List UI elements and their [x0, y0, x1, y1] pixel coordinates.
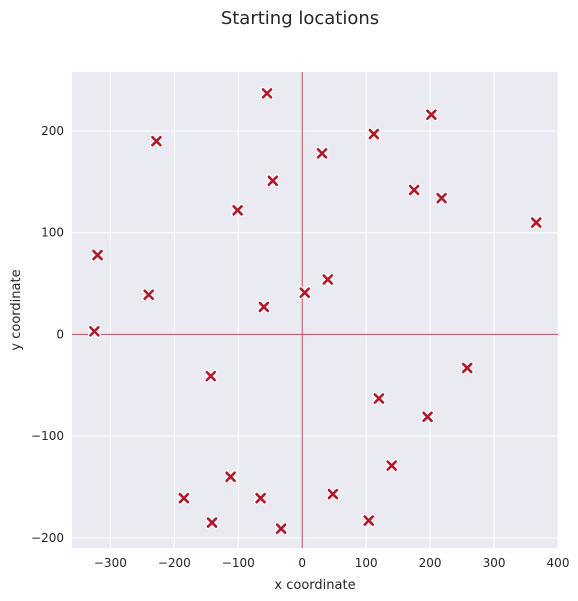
chart-title: Starting locations	[221, 8, 379, 29]
data-point-marker	[422, 411, 433, 423]
data-point-marker	[151, 135, 162, 147]
data-point-marker	[258, 301, 270, 313]
data-point-marker	[436, 192, 447, 204]
data-point	[205, 516, 219, 530]
y-tick-label: 0	[56, 327, 64, 341]
data-point-marker	[92, 249, 103, 261]
data-point	[87, 324, 101, 338]
data-point	[204, 369, 218, 383]
data-point-marker	[322, 274, 334, 285]
data-point-marker	[255, 492, 266, 504]
reference-lines	[72, 72, 558, 548]
data-point-marker	[143, 289, 155, 301]
y-tick-label: −100	[31, 429, 64, 443]
data-point-marker	[373, 393, 385, 404]
data-point-marker	[408, 184, 420, 196]
data-point-marker	[275, 523, 287, 534]
data-point	[224, 470, 238, 484]
data-point-marker	[178, 492, 190, 504]
data-point	[177, 491, 191, 505]
data-point	[372, 391, 386, 405]
data-point	[149, 134, 163, 148]
x-axis-label: x coordinate	[274, 578, 355, 593]
data-point	[435, 191, 449, 205]
data-point-marker	[299, 287, 311, 299]
data-point-marker	[461, 362, 473, 374]
data-point-marker	[261, 88, 273, 99]
data-point-marker	[205, 370, 217, 382]
y-tick-label: 100	[41, 226, 64, 240]
data-point-marker	[426, 109, 437, 121]
data-point-marker	[89, 326, 100, 337]
data-point-marker	[363, 515, 375, 526]
data-point	[367, 127, 381, 141]
data-point	[298, 286, 312, 300]
data-point	[260, 86, 274, 100]
data-point-marker	[267, 175, 279, 187]
data-point	[257, 300, 271, 314]
data-point-marker	[327, 488, 339, 500]
data-point	[231, 203, 245, 217]
data-point	[254, 491, 268, 505]
x-tick-label: 0	[298, 556, 306, 570]
data-point-marker	[316, 148, 328, 159]
data-point	[362, 514, 376, 528]
x-tick-labels: −300 −200 −100 0 100 200 300 400	[94, 556, 570, 570]
data-point	[326, 487, 340, 501]
x-tick-label: −100	[222, 556, 255, 570]
data-point-marker	[530, 217, 542, 228]
data-point-marker	[225, 471, 236, 483]
x-tick-label: −200	[158, 556, 191, 570]
data-point	[421, 410, 435, 424]
x-tick-label: −300	[94, 556, 127, 570]
data-point-marker	[206, 517, 218, 528]
data-point	[274, 522, 288, 536]
y-axis-label: y coordinate	[9, 269, 24, 350]
data-point	[315, 146, 329, 160]
x-tick-label: 300	[483, 556, 506, 570]
data-point	[424, 108, 438, 122]
y-tick-label: −200	[31, 531, 64, 545]
data-point	[142, 288, 156, 302]
data-point	[407, 183, 421, 197]
y-tick-label: 200	[41, 124, 64, 138]
data-point	[266, 174, 280, 188]
data-point	[321, 272, 335, 286]
x-tick-label: 200	[419, 556, 442, 570]
y-tick-labels: −200 −100 0 100 200	[31, 124, 64, 545]
plot-area	[72, 72, 558, 548]
data-point-marker	[368, 128, 380, 140]
x-tick-label: 400	[547, 556, 570, 570]
data-point	[91, 248, 105, 262]
data-point	[529, 216, 543, 230]
data-point	[460, 361, 474, 375]
data-point	[385, 459, 399, 473]
x-tick-label: 100	[355, 556, 378, 570]
data-points	[87, 86, 543, 536]
data-point-marker	[386, 460, 398, 471]
data-point-marker	[232, 205, 243, 216]
